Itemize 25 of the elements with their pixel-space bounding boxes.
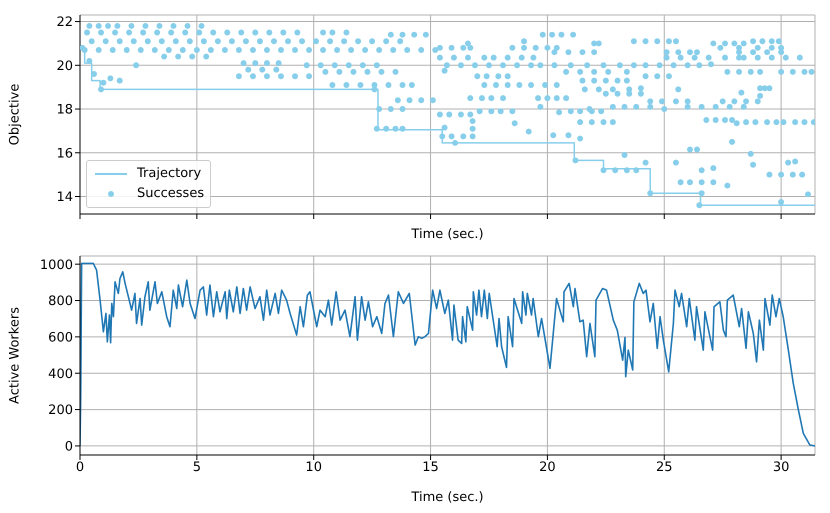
- y-tick-label: 1000: [40, 258, 73, 273]
- x-tick-label: 25: [656, 460, 673, 476]
- y-axis-title: Objective: [8, 84, 23, 146]
- x-tick-label: 5: [192, 460, 201, 476]
- y-tick-label: 600: [48, 330, 73, 346]
- x-tick-label: 15: [422, 460, 439, 476]
- legend-label: Successes: [137, 185, 204, 203]
- y-tick-label: 400: [48, 366, 73, 382]
- line-series: [80, 262, 815, 447]
- x-axis-title: Time (sec.): [410, 227, 484, 242]
- y-tick-label: 18: [56, 102, 73, 118]
- x-axis-title: Time (sec.): [410, 490, 484, 505]
- x-tick-label: 10: [305, 460, 322, 476]
- y-tick-label: 0: [64, 440, 73, 455]
- x-tick-label: 0: [76, 460, 84, 476]
- y-tick-label: 14: [56, 190, 73, 206]
- y-tick-label: 16: [56, 146, 73, 162]
- y-tick-label: 200: [48, 403, 73, 418]
- y-tick-label: 20: [56, 58, 73, 74]
- y-tick-label: 800: [48, 294, 73, 310]
- x-tick-label: 30: [772, 460, 790, 476]
- y-axis-title: Active Workers: [8, 306, 23, 404]
- y-tick-label: 22: [56, 15, 73, 30]
- x-tick-label: 20: [539, 460, 556, 476]
- legend-label: Trajectory: [137, 165, 202, 183]
